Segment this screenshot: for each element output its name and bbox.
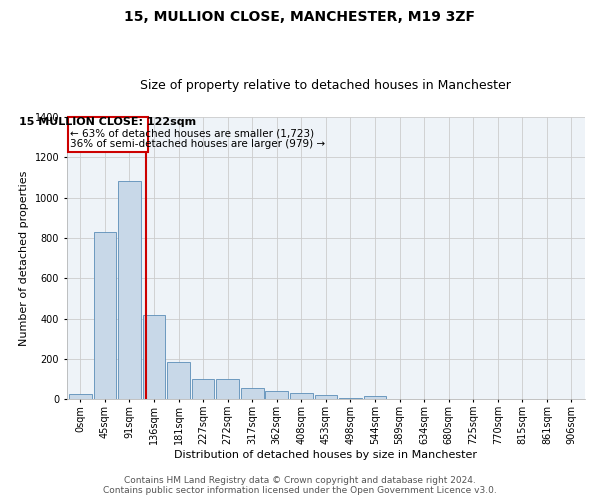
Bar — [265, 392, 288, 400]
Bar — [94, 232, 116, 400]
Bar — [192, 379, 214, 400]
Bar — [69, 394, 92, 400]
Text: 36% of semi-detached houses are larger (979) →: 36% of semi-detached houses are larger (… — [70, 140, 326, 149]
Bar — [314, 396, 337, 400]
Title: Size of property relative to detached houses in Manchester: Size of property relative to detached ho… — [140, 79, 511, 92]
Y-axis label: Number of detached properties: Number of detached properties — [19, 170, 29, 346]
Bar — [339, 398, 362, 400]
Text: Contains HM Land Registry data © Crown copyright and database right 2024.
Contai: Contains HM Land Registry data © Crown c… — [103, 476, 497, 495]
Text: ← 63% of detached houses are smaller (1,723): ← 63% of detached houses are smaller (1,… — [70, 128, 314, 138]
Bar — [364, 396, 386, 400]
Bar — [143, 314, 165, 400]
Bar — [290, 394, 313, 400]
Bar — [217, 379, 239, 400]
Text: 15 MULLION CLOSE: 122sqm: 15 MULLION CLOSE: 122sqm — [19, 118, 196, 128]
X-axis label: Distribution of detached houses by size in Manchester: Distribution of detached houses by size … — [175, 450, 478, 460]
Bar — [167, 362, 190, 400]
FancyBboxPatch shape — [68, 117, 148, 152]
Text: 15, MULLION CLOSE, MANCHESTER, M19 3ZF: 15, MULLION CLOSE, MANCHESTER, M19 3ZF — [125, 10, 476, 24]
Bar — [241, 388, 263, 400]
Bar — [118, 182, 140, 400]
